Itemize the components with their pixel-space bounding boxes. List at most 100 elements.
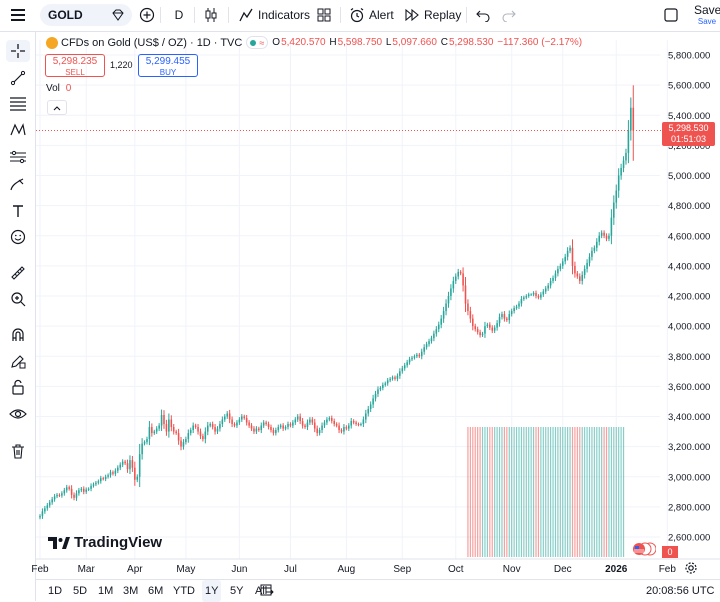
sell-button[interactable]: 5,298.235 SELL — [45, 54, 105, 77]
range-button-5y[interactable]: 5Y — [230, 585, 244, 597]
candle-body — [578, 276, 581, 281]
candle-body — [146, 439, 148, 443]
volume-bar — [569, 427, 571, 557]
range-button-1y[interactable]: 1Y — [202, 580, 222, 602]
x-tick-label: 2026 — [605, 564, 628, 575]
magnet-tool[interactable] — [6, 324, 30, 346]
emoji-tool[interactable] — [6, 226, 30, 248]
axis-settings-button[interactable] — [684, 561, 698, 575]
volume-bar — [547, 427, 549, 557]
replay-button[interactable]: Replay — [404, 0, 461, 30]
candle-body — [340, 430, 343, 432]
indicators-button[interactable]: Indicators — [238, 0, 310, 30]
candle-body — [423, 347, 425, 352]
collapse-legend-button[interactable] — [47, 100, 67, 115]
volume-bar — [564, 427, 566, 557]
candle-body — [574, 265, 576, 274]
y-tick-label: 3,000.000 — [668, 472, 710, 483]
plus-circle-icon — [139, 7, 155, 23]
candle-body — [82, 488, 85, 492]
volume-bar — [584, 427, 586, 557]
volume-bar — [479, 427, 481, 557]
add-symbol-button[interactable] — [136, 4, 158, 26]
candle-body — [630, 107, 632, 131]
range-button-1d[interactable]: 1D — [48, 585, 63, 597]
events-marker[interactable] — [630, 542, 657, 556]
visibility-tool[interactable] — [6, 403, 30, 425]
text-icon — [13, 205, 23, 217]
brush-tool[interactable] — [6, 173, 30, 195]
volume-bars — [467, 427, 625, 557]
undo-button[interactable] — [472, 4, 494, 26]
date-range-button[interactable] — [260, 583, 274, 600]
volume-bar — [552, 427, 554, 557]
remove-tool[interactable] — [6, 440, 30, 462]
redo-button[interactable] — [498, 4, 520, 26]
range-button-3m[interactable]: 3M — [123, 585, 139, 597]
menu-icon[interactable] — [8, 0, 28, 30]
candle-body — [160, 414, 163, 426]
text-tool[interactable] — [6, 200, 30, 222]
candle-body — [557, 268, 559, 274]
lock-tool[interactable] — [6, 376, 30, 398]
candle-body — [549, 280, 552, 286]
crosshair-tool[interactable] — [6, 40, 30, 62]
utc-clock[interactable]: 20:08:56 UTC — [646, 585, 715, 597]
fullscreen-button[interactable] — [660, 4, 682, 26]
pattern-tool[interactable] — [6, 119, 30, 141]
measure-tool[interactable] — [6, 262, 30, 284]
volume-bar — [540, 427, 542, 557]
candle-body — [301, 421, 304, 426]
candle-body — [292, 422, 294, 426]
zoom-tool[interactable] — [6, 288, 30, 310]
eye-icon — [9, 409, 27, 419]
candle-body — [53, 496, 56, 500]
interval-button[interactable]: D — [172, 0, 186, 30]
candle-body — [90, 485, 92, 489]
candle-body — [360, 424, 362, 426]
fib-tool[interactable] — [6, 92, 30, 114]
save-button[interactable]: Save Save — [694, 3, 720, 26]
volume-bar — [615, 427, 617, 557]
candle-body — [586, 262, 588, 269]
trend-line-icon — [10, 70, 26, 86]
buy-button[interactable]: 5,299.455 BUY — [138, 54, 198, 77]
volume-bar — [484, 427, 486, 557]
candle-body — [391, 377, 394, 379]
x-tick-label: Jun — [231, 564, 247, 575]
range-button-6m[interactable]: 6M — [148, 585, 164, 597]
volume-bar — [528, 427, 530, 557]
candle-body — [117, 467, 119, 471]
candle-body — [272, 430, 275, 434]
volume-bar — [579, 427, 581, 557]
candle-body — [569, 247, 571, 251]
candle-body — [102, 478, 105, 480]
volume-bar — [588, 427, 591, 557]
range-button-1m[interactable]: 1M — [98, 585, 114, 597]
drawing-lock-tool[interactable] — [6, 350, 30, 372]
trend-line-tool[interactable] — [6, 67, 30, 89]
y-tick-label: 4,400.000 — [668, 261, 710, 272]
symbol-search[interactable]: GOLD — [40, 4, 132, 26]
candle-body — [148, 427, 151, 440]
x-tick-label: Apr — [127, 564, 143, 575]
range-button-5d[interactable]: 5D — [73, 585, 88, 597]
candle-body — [333, 421, 335, 425]
candle-body — [610, 217, 613, 236]
candle-body — [632, 107, 635, 131]
watermark-text: TradingView — [74, 534, 163, 551]
candle-body — [241, 416, 243, 420]
candle-body — [559, 265, 562, 269]
layout-button[interactable] — [313, 4, 335, 26]
volume-bar — [506, 427, 508, 557]
volume-bar — [486, 427, 488, 557]
volume-bar — [557, 427, 559, 557]
chart-type-button[interactable] — [200, 4, 222, 26]
range-button-ytd[interactable]: YTD — [173, 585, 195, 597]
candle-body — [467, 303, 469, 312]
vol-label: Vol — [46, 83, 60, 94]
alert-button[interactable]: Alert — [349, 0, 394, 30]
prediction-tool[interactable] — [6, 146, 30, 168]
y-tick-label: 3,800.000 — [668, 352, 710, 363]
